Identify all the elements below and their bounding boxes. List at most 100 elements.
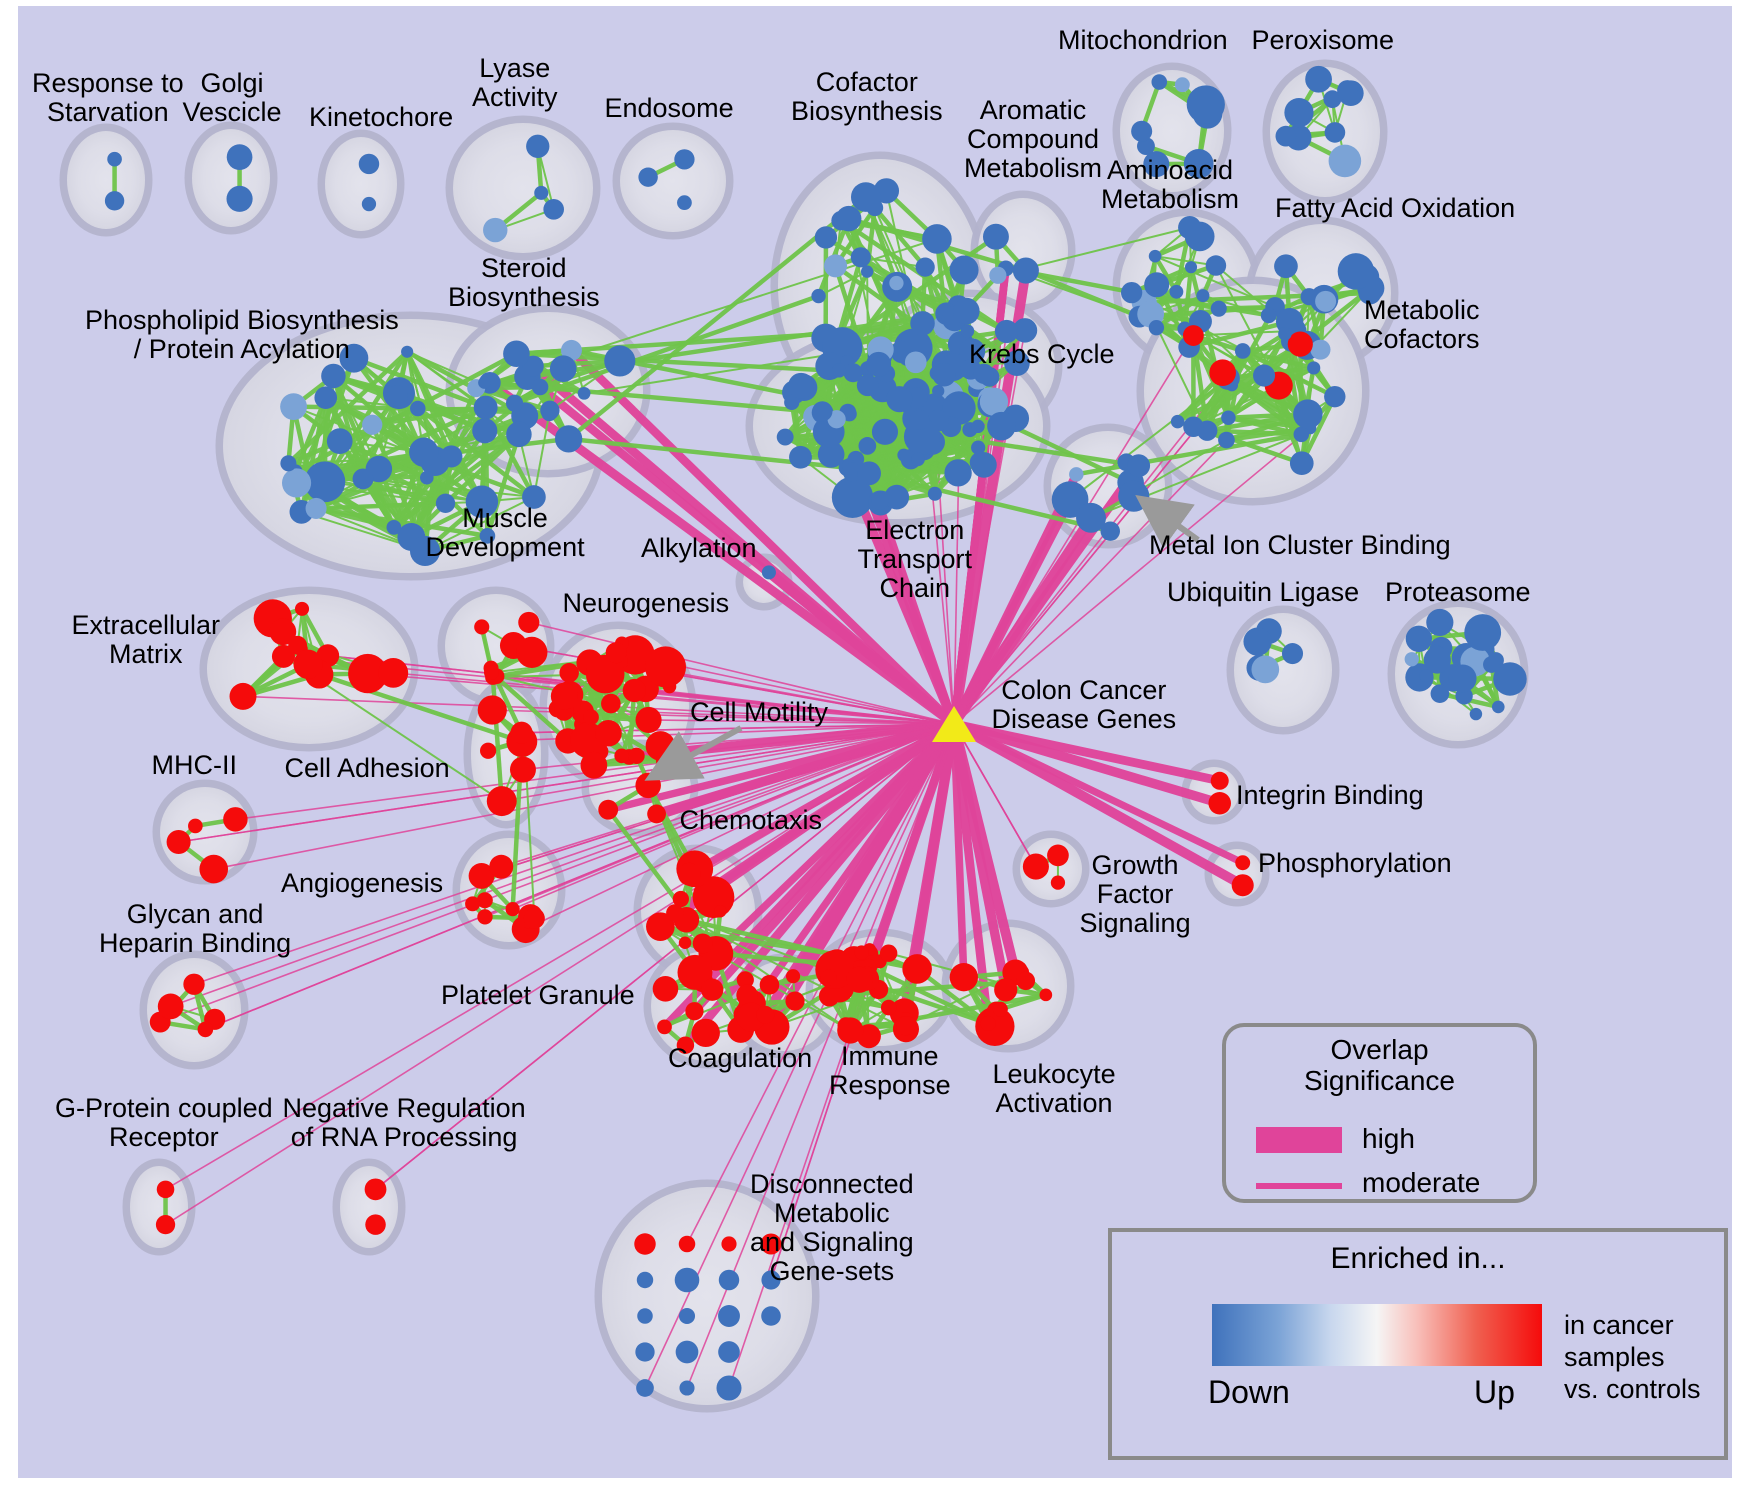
node-aminoacid-metabolism-0	[1205, 255, 1227, 276]
node-krebs-cycle-8	[1004, 350, 1030, 376]
node-mitochondrion-6	[1183, 148, 1214, 179]
node-electron-transport-chain-67	[866, 351, 892, 377]
node-leukocyte-activation-6	[994, 978, 1018, 1002]
node-ubiquitin-ligase-3	[1251, 655, 1280, 684]
node-electron-transport-chain-6	[971, 440, 986, 455]
cluster-halo-golgi-vescicle	[184, 121, 278, 235]
hub-edge-glycan-and-heparin-binding	[170, 723, 955, 1008]
enrichment-side-text: in cancer samples vs. controls	[1564, 1310, 1701, 1404]
node-proteasome-18	[1419, 669, 1433, 683]
node-phospholipid-biosynthesis-protein-acylation-33	[314, 386, 338, 410]
node-fatty-acid-oxidation-3	[1315, 290, 1337, 312]
node-disconnected-metabolic-and-signaling-gene-sets-3	[635, 1342, 655, 1362]
node-peroxisome-5	[1324, 122, 1346, 143]
node-krebs-cycle-18	[960, 324, 975, 338]
node-extracellular-matrix-7	[271, 644, 295, 668]
node-neurogenesis-27	[595, 719, 622, 747]
node-cofactor-biosynthesis-22	[949, 255, 979, 285]
node-angiogenesis-3	[468, 862, 495, 889]
node-disconnected-metabolic-and-signaling-gene-sets-0	[634, 1233, 656, 1255]
hub-edge-metabolic-cofactors	[953, 439, 1228, 725]
node-phospholipid-biosynthesis-protein-acylation-9	[410, 400, 426, 417]
cluster-halo-disconnected-metabolic-and-signaling-gene-sets	[594, 1179, 820, 1413]
enrichment-legend: Enriched in... Down Up in cancer samples…	[1108, 1228, 1728, 1460]
node-cofactor-biosynthesis-16	[915, 257, 935, 277]
node-metabolic-cofactors-4	[1324, 385, 1346, 408]
node-mhc-ii-1	[199, 854, 229, 884]
node-cofactor-biosynthesis-15	[811, 288, 826, 304]
hub-edge-phosphorylation	[952, 720, 1245, 866]
node-mitochondrion-3	[1174, 77, 1190, 93]
node-disconnected-metabolic-and-signaling-gene-sets-5	[678, 1235, 696, 1253]
node-electron-transport-chain-57	[827, 410, 846, 429]
node-negative-regulation-of-rna-processing-0	[364, 1178, 387, 1201]
node-electron-transport-chain-48	[904, 351, 927, 374]
hub-edge-g-protein-coupled-receptor	[165, 723, 955, 1226]
node-electron-transport-chain-47	[884, 484, 910, 510]
node-metabolic-cofactors-0	[1182, 325, 1204, 346]
node-phospholipid-biosynthesis-protein-acylation-27	[522, 485, 546, 509]
node-steroid-biosynthesis-11	[505, 394, 524, 412]
node-proteasome-11	[1491, 700, 1505, 714]
node-immune-response-14	[837, 1017, 864, 1044]
node-extracellular-matrix-3	[348, 653, 388, 694]
node-neurogenesis-13	[622, 678, 646, 703]
node-phospholipid-biosynthesis-protein-acylation-19	[440, 445, 463, 468]
node-ubiquitin-ligase-2	[1281, 643, 1304, 665]
node-cell-adhesion-3	[509, 756, 536, 783]
hub-edge-disconnected-metabolic-and-signaling-gene-sets	[728, 723, 955, 1389]
node-phospholipid-biosynthesis-protein-acylation-11	[386, 384, 409, 407]
hub-edge-growth-factor-signaling	[953, 723, 1037, 867]
node-platelet-granule-4	[676, 1036, 695, 1054]
node-neurogenesis-25	[550, 682, 578, 710]
node-angiogenesis-1	[476, 892, 493, 909]
node-aromatic-compound-metabolism-1	[982, 223, 1009, 250]
node-g-protein-coupled-receptor-0	[156, 1180, 175, 1199]
node-steroid-biosynthesis-14	[577, 386, 591, 400]
node-fatty-acid-oxidation-6	[1274, 254, 1298, 279]
node-immune-response-2	[902, 954, 932, 984]
node-phospholipid-biosynthesis-protein-acylation-10	[401, 345, 414, 358]
hub-node[interactable]	[932, 706, 976, 742]
cluster-halo-angiogenesis	[452, 830, 566, 950]
node-platelet-granule-6	[700, 978, 724, 1001]
node-extracellular-matrix-9	[294, 601, 310, 616]
node-cofactor-biosynthesis-3	[824, 254, 848, 278]
cluster-fill-endosome	[620, 130, 726, 232]
node-electron-transport-chain-53	[886, 386, 913, 413]
cluster-halo-glycan-and-heparin-binding	[139, 950, 249, 1070]
node-phospholipid-biosynthesis-protein-acylation-28	[280, 455, 297, 472]
node-disconnected-metabolic-and-signaling-gene-sets-13	[718, 1341, 740, 1363]
node-disconnected-metabolic-and-signaling-gene-sets-9	[679, 1380, 695, 1396]
node-phospholipid-biosynthesis-protein-acylation-14	[339, 343, 369, 373]
hub-edge-glycan-and-heparin-binding	[193, 723, 955, 986]
hub-triangle[interactable]	[932, 706, 976, 742]
node-endosome-0	[674, 149, 695, 170]
node-immune-response-21	[896, 1016, 916, 1036]
node-immune-response-25	[820, 969, 837, 986]
node-mhc-ii-3	[223, 807, 248, 832]
node-peroxisome-8	[1337, 80, 1358, 101]
node-electron-transport-chain-60	[911, 452, 925, 467]
node-electron-transport-chain-71	[987, 411, 1016, 441]
node-electron-transport-chain-40	[969, 451, 992, 474]
node-electron-transport-chain-49	[788, 372, 815, 399]
node-neurogenesis-1	[635, 706, 662, 734]
node-immune-response-22	[854, 945, 869, 960]
hub-edge-metabolic-cofactors	[953, 427, 1311, 725]
enrichment-legend-title: Enriched in...	[1330, 1242, 1506, 1275]
node-glycan-and-heparin-binding-4	[183, 973, 205, 995]
node-aminoacid-metabolism-6	[1120, 281, 1143, 304]
node-proteasome-13	[1469, 707, 1483, 721]
node-metabolic-cofactors-7	[1293, 426, 1310, 443]
node-electron-transport-chain-8	[817, 441, 845, 468]
hub-edge-disconnected-metabolic-and-signaling-gene-sets	[686, 723, 955, 1245]
hub-edge-metabolic-cofactors	[953, 384, 1233, 725]
node-lyase-activity-1	[526, 134, 550, 158]
hub-edge-mhc-ii	[213, 723, 955, 870]
node-immune-response-10	[879, 944, 898, 962]
node-ubiquitin-ligase-4	[1243, 627, 1272, 656]
node-phospholipid-biosynthesis-protein-acylation-12	[280, 393, 307, 421]
node-cell-adhesion-6	[477, 695, 507, 725]
node-platelet-granule-7	[657, 1019, 672, 1035]
